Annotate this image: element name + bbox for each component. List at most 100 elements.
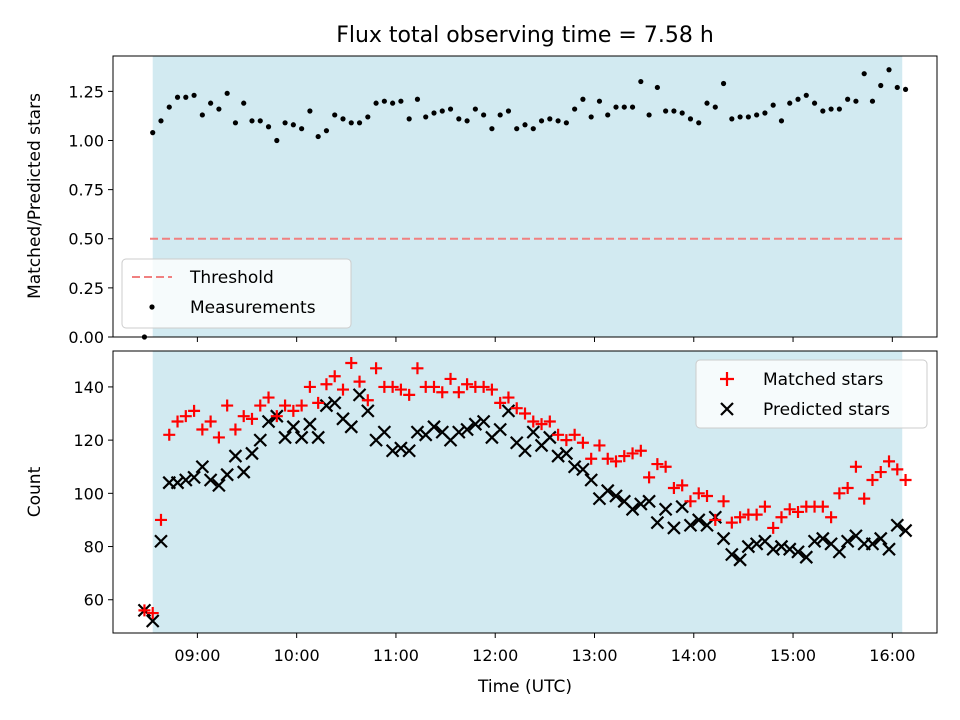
measurement-point [216, 106, 222, 112]
matched-star-point [874, 466, 887, 479]
measurement-point [489, 126, 495, 132]
matched-star-point [229, 423, 242, 436]
measurement-point [191, 92, 197, 98]
predicted-star-point [501, 404, 516, 418]
matched-star-point [734, 511, 747, 524]
measurement-points [141, 67, 909, 340]
matched-star-point [436, 386, 449, 399]
matched-star-point [643, 471, 656, 484]
matched-star-point [866, 474, 879, 487]
legend-measurements-label: Measurements [190, 298, 316, 318]
matched-star-point [477, 380, 490, 393]
predicted-star-point [154, 534, 168, 548]
predicted-star-point [559, 446, 574, 461]
matched-star-point [527, 415, 540, 428]
measurement-point [522, 122, 528, 128]
y-tick-label: 1.25 [68, 82, 104, 101]
measurement-point [704, 100, 710, 106]
measurement-point [348, 120, 354, 126]
matched-star-point [593, 439, 606, 452]
measurement-point [679, 110, 685, 116]
predicted-star-point [410, 425, 425, 439]
predicted-star-point [452, 425, 466, 439]
measurement-point [439, 108, 445, 114]
count-panel: 60 80 100 120 140 09:00 10:00 11:00 12:00 13:00 1… [25, 350, 938, 697]
measurement-point [629, 104, 636, 110]
matched-star-point [502, 391, 515, 404]
predicted-star-point [245, 446, 259, 461]
predicted-star-point [650, 515, 665, 530]
measurement-point [323, 128, 330, 134]
matched-star-point [891, 463, 904, 476]
matched-star-point [560, 434, 573, 447]
matched-star-point [701, 489, 714, 502]
measurement-point [282, 120, 288, 126]
predicted-star-point [584, 473, 598, 487]
matched-star-point [626, 447, 639, 460]
matched-star-point [221, 399, 234, 412]
predicted-star-point [385, 443, 400, 458]
measurement-point [497, 112, 503, 118]
predicted-star-point [311, 430, 325, 445]
matched-star-point [618, 450, 631, 463]
matched-star-point [750, 508, 763, 521]
matched-star-point [792, 505, 805, 518]
predicted-star-point [294, 430, 309, 445]
measurement-point [174, 94, 181, 100]
predicted-stars-points [137, 388, 913, 628]
x-tick-label: 14:00 [671, 646, 717, 665]
measurement-point [646, 112, 652, 118]
predicted-star-point [725, 547, 739, 562]
measurement-point [820, 108, 826, 114]
measurement-point [265, 124, 272, 130]
measurement-point [481, 112, 487, 118]
measurement-point [447, 106, 454, 112]
matched-star-point [610, 455, 623, 468]
predicted-star-point [286, 420, 301, 434]
matched-star-point [758, 500, 771, 513]
x-tick-label: 12:00 [472, 646, 518, 665]
x-tick-label: 13:00 [571, 646, 617, 665]
measurement-point [158, 118, 164, 124]
predicted-star-point [377, 425, 392, 439]
measurement-point [199, 112, 205, 118]
measurement-point [423, 114, 429, 120]
measurement-point [654, 84, 660, 91]
matched-star-point [667, 482, 680, 495]
predicted-star-point [898, 523, 913, 538]
measurement-point [406, 116, 412, 122]
measurement-point [894, 84, 900, 91]
predicted-star-point [551, 449, 565, 463]
matched-star-point [196, 423, 209, 436]
measurement-point [456, 116, 462, 122]
matched-star-point [725, 516, 738, 529]
predicted-star-point [782, 542, 797, 556]
bottom-x-axis: 09:00 10:00 11:00 12:00 13:00 14:00 15:00 16:00 [174, 633, 915, 665]
top-plot-frame [112, 55, 938, 338]
predicted-star-point [865, 537, 880, 551]
matched-star-point [254, 399, 267, 412]
measurement-point [365, 114, 371, 120]
x-tick-label: 15:00 [770, 646, 816, 665]
matched-star-point [138, 604, 151, 617]
matched-star-point [295, 399, 308, 412]
matched-star-point [212, 431, 225, 444]
predicted-star-point [236, 465, 251, 479]
matched-star-point [411, 362, 424, 375]
matched-star-point [312, 396, 325, 409]
matched-star-point [154, 513, 167, 526]
y-tick-label: 0.50 [68, 230, 104, 249]
measurement-point [712, 104, 718, 110]
matched-star-point [485, 383, 498, 396]
matched-star-point [535, 418, 548, 431]
top-legend: Threshold Measurements [121, 258, 352, 329]
matched-star-point [394, 383, 407, 396]
measurement-point [811, 100, 818, 106]
measurement-point [754, 112, 760, 118]
measurement-point [150, 130, 156, 136]
measurement-point [605, 112, 611, 118]
predicted-star-point [840, 534, 855, 548]
predicted-star-point [468, 417, 483, 431]
predicted-star-point [766, 542, 780, 556]
matched-star-point [576, 436, 589, 449]
